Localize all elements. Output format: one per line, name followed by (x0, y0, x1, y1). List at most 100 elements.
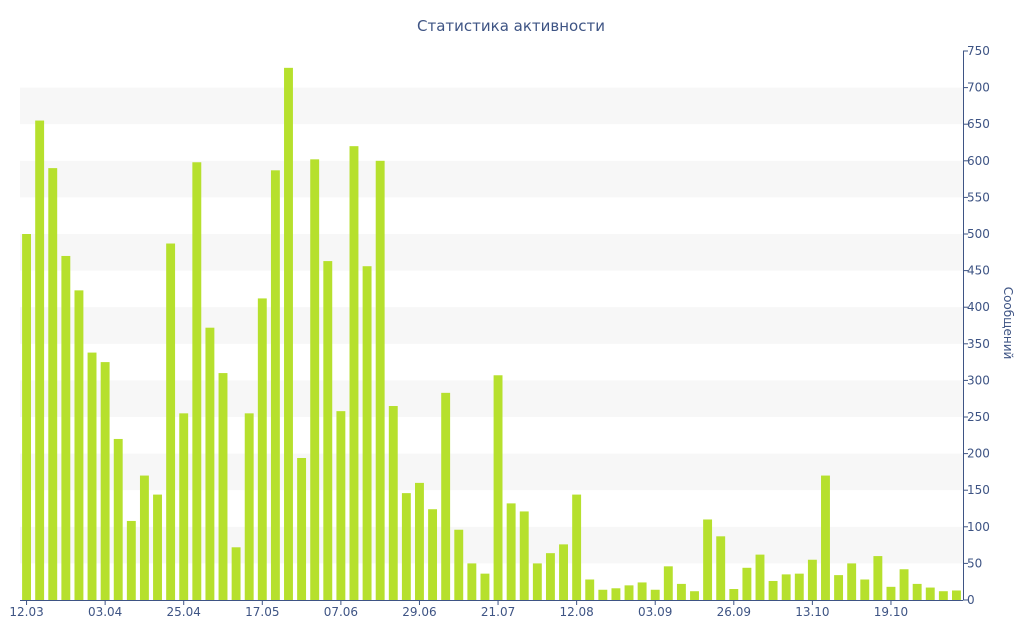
x-tick-label: 29.06 (402, 605, 436, 619)
bar[interactable] (742, 567, 752, 600)
bar[interactable] (166, 243, 176, 601)
bar[interactable] (297, 457, 307, 600)
bar[interactable] (428, 509, 438, 600)
y-tick-label: 750 (967, 44, 990, 58)
bar[interactable] (336, 411, 346, 600)
y-axis-label: Сообщений (1001, 287, 1015, 360)
grid-band (20, 307, 963, 344)
bar[interactable] (375, 160, 385, 601)
bar[interactable] (624, 585, 634, 600)
bar[interactable] (231, 547, 241, 600)
bar[interactable] (218, 373, 228, 600)
bar[interactable] (847, 563, 857, 600)
bar[interactable] (821, 475, 830, 600)
bar[interactable] (807, 559, 817, 600)
bar[interactable] (886, 586, 896, 600)
bar[interactable] (310, 159, 320, 600)
bar[interactable] (637, 582, 647, 600)
grid-band (20, 160, 963, 198)
bar[interactable] (781, 574, 791, 600)
bar[interactable] (951, 590, 961, 600)
bar[interactable] (598, 589, 608, 600)
bar[interactable] (519, 511, 529, 600)
x-axis: 12.03 03.04 25.04 17.05 07.06 29.06 21.07 12.08… (9, 600, 963, 619)
bar[interactable] (729, 589, 739, 600)
bar[interactable] (284, 67, 293, 600)
x-tick-label: 03.09 (638, 605, 672, 619)
bar[interactable] (768, 580, 778, 600)
bar[interactable] (323, 261, 333, 600)
x-tick-label: 07.06 (324, 605, 358, 619)
bar[interactable] (690, 591, 699, 600)
bar[interactable] (35, 120, 45, 600)
bar[interactable] (794, 573, 804, 600)
bar[interactable] (179, 413, 189, 600)
bar[interactable] (467, 563, 477, 600)
y-tick-label: 550 (967, 190, 990, 204)
bar[interactable] (87, 352, 97, 600)
bar[interactable] (441, 392, 451, 600)
bar[interactable] (126, 520, 136, 600)
bar[interactable] (572, 494, 582, 600)
bar[interactable] (454, 529, 464, 600)
bar[interactable] (388, 406, 398, 600)
y-tick-label: 400 (967, 300, 990, 314)
y-tick-label: 450 (967, 264, 990, 278)
bar[interactable] (663, 566, 673, 600)
bar[interactable] (153, 494, 162, 600)
bar[interactable] (192, 162, 202, 600)
x-tick-label: 25.04 (167, 605, 201, 619)
x-tick-label: 12.03 (9, 605, 43, 619)
bar[interactable] (415, 482, 424, 600)
bar[interactable] (834, 575, 844, 600)
grid-band (20, 526, 963, 564)
bar[interactable] (362, 266, 372, 600)
bar[interactable] (205, 327, 215, 600)
bar[interactable] (559, 544, 568, 600)
bar[interactable] (755, 554, 765, 600)
grid-band (20, 87, 963, 125)
y-tick-label: 700 (967, 81, 990, 95)
bar[interactable] (113, 438, 123, 600)
bar[interactable] (676, 583, 686, 600)
x-tick-label: 19.10 (874, 605, 908, 619)
bar[interactable] (270, 170, 280, 601)
grid-band (20, 453, 963, 491)
bar[interactable] (899, 569, 909, 600)
bar[interactable] (545, 553, 555, 600)
y-tick-label: 300 (967, 373, 990, 387)
bar[interactable] (74, 290, 84, 600)
bar[interactable] (139, 475, 149, 600)
bar[interactable] (925, 587, 935, 600)
bar[interactable] (938, 591, 948, 600)
bar[interactable] (506, 503, 516, 600)
bar[interactable] (493, 375, 503, 600)
bar[interactable] (912, 583, 922, 600)
bar[interactable] (650, 589, 660, 600)
bar[interactable] (22, 234, 32, 600)
bars (22, 67, 961, 601)
y-tick-label: 100 (967, 520, 990, 534)
bar[interactable] (61, 255, 71, 600)
bar[interactable] (703, 519, 713, 600)
y-tick-label: 500 (967, 227, 990, 241)
y-tick-label: 0 (967, 593, 975, 607)
bar[interactable] (244, 413, 254, 600)
y-tick-label: 350 (967, 337, 990, 351)
bar[interactable] (401, 493, 411, 600)
bar[interactable] (100, 362, 110, 600)
x-tick-label: 26.09 (717, 605, 751, 619)
bar[interactable] (873, 556, 883, 600)
grid-band (20, 234, 963, 271)
bar[interactable] (480, 573, 490, 600)
bar[interactable] (611, 588, 621, 600)
bar[interactable] (860, 579, 870, 600)
bar[interactable] (48, 168, 58, 600)
bar[interactable] (585, 579, 595, 600)
bar[interactable] (716, 536, 726, 600)
bar[interactable] (349, 146, 359, 600)
bar[interactable] (257, 298, 267, 600)
bar[interactable] (532, 563, 542, 600)
y-tick-label: 50 (967, 556, 982, 570)
